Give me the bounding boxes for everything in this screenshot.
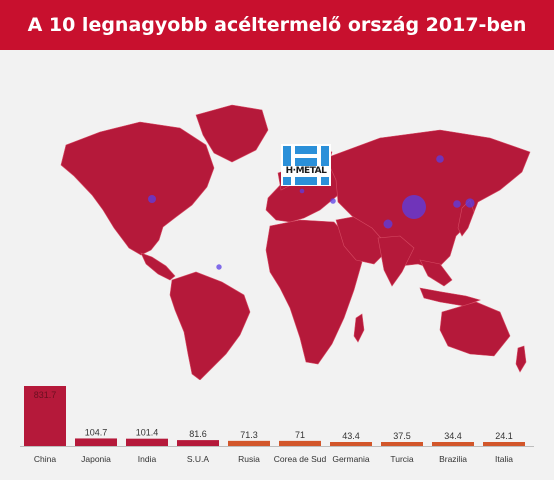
bar-value-label: 831.7: [34, 390, 57, 400]
bar-brazilia: [432, 442, 474, 446]
category-label: Rusia: [238, 454, 260, 464]
h-metal-logo-text: H·METAL: [281, 166, 331, 177]
bar-chart: 831.7 China 104.7 Japonia 101.4 India 81.6 S.U.…: [0, 383, 554, 480]
category-label: S.U.A: [187, 454, 210, 464]
bubble-brazilia: [216, 264, 222, 270]
bubble-japonia: [465, 198, 475, 208]
bar-value-label: 101.4: [136, 428, 159, 438]
bar-value-label: 71: [295, 430, 305, 440]
h-metal-logo: H·METAL: [281, 144, 331, 186]
category-label: Japonia: [81, 454, 111, 464]
bubble-india: [383, 219, 393, 229]
category-label: Germania: [332, 454, 370, 464]
bar-value-label: 37.5: [393, 431, 411, 441]
bar-value-label: 43.4: [342, 431, 360, 441]
map-australia: [439, 301, 511, 357]
category-label: Corea de Sud: [274, 454, 327, 464]
map-new-zealand: [515, 345, 527, 373]
bar-rusia: [228, 440, 270, 446]
category-label: China: [34, 454, 56, 464]
bar-s-u-a: [177, 440, 219, 446]
bar-chart-svg: 831.7 China 104.7 Japonia 101.4 India 81.6 S.U.…: [20, 386, 534, 464]
bubble-corea: [453, 200, 461, 208]
bubble-rusia: [436, 155, 444, 163]
bubble-turcia: [330, 198, 336, 204]
bar-italia: [483, 442, 525, 446]
bar-india: [126, 438, 168, 446]
category-label: Brazilia: [439, 454, 467, 464]
map-greenland: [195, 104, 269, 163]
category-label: Italia: [495, 454, 513, 464]
bar-china: [24, 386, 66, 446]
map-south-america: [169, 271, 251, 380]
map-asia: [325, 129, 531, 271]
bar-value-label: 24.1: [495, 431, 513, 441]
category-label: Turcia: [390, 454, 414, 464]
map-central-america: [140, 252, 176, 281]
bar-germania: [330, 442, 372, 446]
bubble-italia: [299, 188, 305, 194]
world-map: H·METAL: [0, 50, 554, 380]
bubble-sua: [148, 195, 156, 203]
map-north-america: [60, 121, 215, 256]
page-title: A 10 legnagyobb acéltermelő ország 2017-…: [0, 0, 554, 50]
map-madagascar: [353, 313, 365, 343]
bar-value-label: 34.4: [444, 431, 462, 441]
bar-corea-de-sud: [279, 440, 321, 446]
page-title-text: A 10 legnagyobb acéltermelő ország 2017-…: [27, 14, 527, 36]
category-label: India: [138, 454, 157, 464]
map-se-asia: [419, 259, 453, 287]
bubble-china: [402, 195, 426, 219]
bar-value-label: 81.6: [189, 429, 207, 439]
bar-value-label: 104.7: [85, 427, 108, 437]
bar-japonia: [75, 438, 117, 446]
map-india: [377, 235, 415, 287]
bar-value-label: 71.3: [240, 430, 258, 440]
h-metal-logo-icon: [283, 146, 329, 185]
bar-turcia: [381, 442, 423, 446]
